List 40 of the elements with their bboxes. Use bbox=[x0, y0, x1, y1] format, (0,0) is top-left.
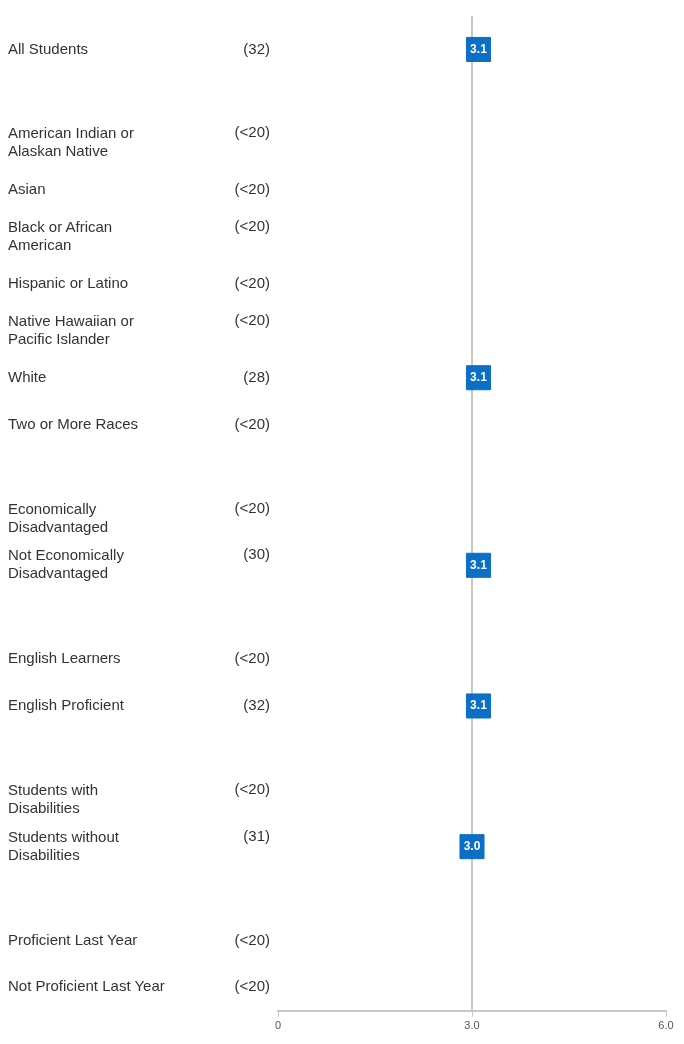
y-tick-label: English Proficient bbox=[8, 696, 125, 714]
data-label: 3.1 bbox=[470, 41, 488, 56]
text: (32) bbox=[243, 696, 270, 714]
y-tick-label: American Indian or Alaskan Native bbox=[8, 124, 134, 160]
x-tick-label: 6.0 bbox=[658, 1019, 674, 1032]
text: (<20) bbox=[234, 274, 270, 292]
text: (<20) bbox=[234, 180, 270, 198]
text: (<20) bbox=[234, 779, 270, 797]
text: (32) bbox=[243, 39, 270, 57]
data-label: 3.1 bbox=[470, 370, 488, 385]
text: (<20) bbox=[234, 649, 270, 667]
text: (<20) bbox=[234, 123, 270, 141]
text: (<20) bbox=[234, 930, 270, 948]
data-label: 3.1 bbox=[470, 698, 488, 713]
text: (<20) bbox=[234, 498, 270, 516]
y-tick-label: Asian bbox=[8, 180, 46, 198]
text: (<20) bbox=[234, 414, 270, 432]
y-tick-label: All Students bbox=[8, 39, 89, 57]
text: (30) bbox=[243, 545, 270, 563]
data-label: 3.1 bbox=[470, 557, 488, 572]
x-tick-label: 3.0 bbox=[464, 1019, 480, 1032]
data-label: 3.0 bbox=[463, 838, 481, 853]
text: (28) bbox=[243, 367, 270, 385]
text: (<20) bbox=[234, 310, 270, 328]
y-tick-label: Not Proficient Last Year bbox=[8, 977, 165, 995]
y-tick-label: Economically Disadvantaged bbox=[8, 499, 109, 535]
y-tick-label: Proficient Last Year bbox=[8, 930, 138, 948]
y-tick-label: Students without Disabilities bbox=[8, 827, 120, 863]
text: (<20) bbox=[234, 217, 270, 235]
x-tick-label: 0 bbox=[274, 1019, 282, 1032]
y-tick-label: Two or More Races bbox=[8, 414, 139, 432]
y-tick-label: Students with Disabilities bbox=[8, 780, 99, 816]
text: (31) bbox=[243, 826, 270, 844]
y-tick-label: Not Economically Disadvantaged bbox=[8, 546, 125, 582]
y-tick-label: White bbox=[8, 367, 47, 385]
y-tick-label: English Learners bbox=[8, 649, 121, 667]
y-tick-label: Native Hawaiian or Pacific Islander bbox=[8, 311, 134, 347]
text: (<20) bbox=[234, 977, 270, 995]
y-tick-label: Hispanic or Latino bbox=[8, 274, 129, 292]
y-tick-label: Black or African American bbox=[8, 218, 113, 254]
